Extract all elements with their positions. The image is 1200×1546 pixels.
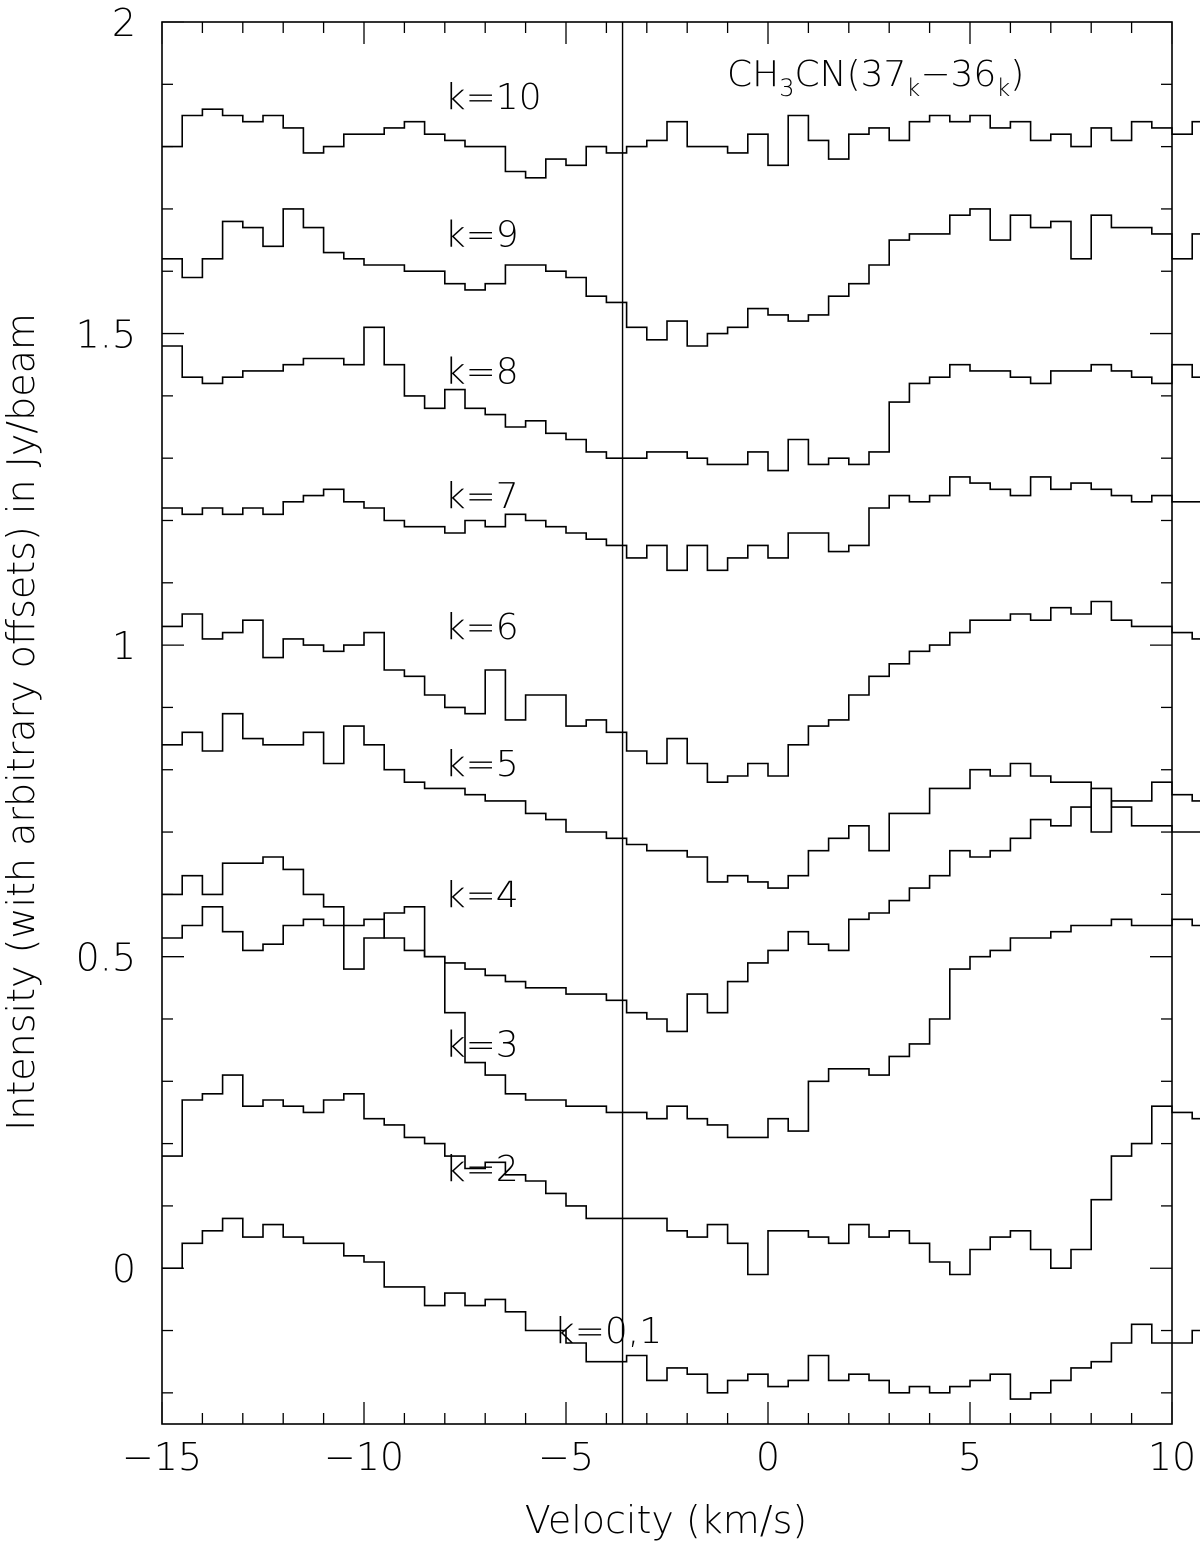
spectrum-label: k=7 <box>445 476 519 517</box>
spectra-series <box>162 108 1200 1400</box>
y-tick-label: 0.5 <box>76 936 136 980</box>
x-tick-label: −15 <box>122 1435 202 1479</box>
spectrum-label: k=4 <box>445 875 519 916</box>
plot-frame <box>161 21 1173 1425</box>
x-axis-label: Velocity (km/s) <box>525 1498 807 1542</box>
spectrum-k-6 <box>162 600 1200 783</box>
x-tick-label: 10 <box>1148 1435 1196 1479</box>
spectrum-label: k=3 <box>445 1024 519 1065</box>
spectrum-k-5 <box>162 712 1200 889</box>
x-tick-label: 0 <box>756 1435 780 1479</box>
x-tick-label: −5 <box>538 1435 594 1479</box>
spectrum-k-9 <box>162 208 1200 347</box>
spectrum-label: k=8 <box>445 351 519 392</box>
spectrum-k-0-1 <box>162 1217 1200 1400</box>
y-axis-label: Intensity (with arbitrary offsets) in Jy… <box>0 313 43 1131</box>
spectrum-k-3 <box>162 906 1200 1139</box>
spectrum-label: k=5 <box>445 744 519 785</box>
spectrum-label: k=0,1 <box>554 1311 662 1352</box>
spectrum-k-2 <box>162 1074 1200 1276</box>
y-tick-label: 0 <box>112 1247 136 1291</box>
spectrum-label: k=9 <box>445 214 519 255</box>
y-tick-label: 2 <box>112 1 136 45</box>
y-tick-label: 1.5 <box>76 313 136 357</box>
spectrum-k-4 <box>162 787 1200 1033</box>
axis-ticks: −15 −10 −5 0 5 10 0 0.5 1 1.5 2 <box>76 1 1197 1479</box>
y-tick-label: 1 <box>112 624 136 668</box>
x-tick-label: −10 <box>324 1435 404 1479</box>
chart-title: CH3CN(37k−36k) <box>727 54 1024 102</box>
spectrum-label: k=2 <box>445 1149 519 1190</box>
spectrum-k-8 <box>162 326 1200 472</box>
spectrum-label: k=10 <box>445 77 542 118</box>
x-tick-label: 5 <box>958 1435 982 1479</box>
spectrum-label: k=6 <box>445 607 519 648</box>
spectrum-k-7 <box>162 476 1200 572</box>
spectrum-k-10 <box>162 108 1200 179</box>
spectrum-labels: k=0,1 k=2 k=3 k=4 k=5 k=6 k=7 k=8 k=9 k=10 <box>445 77 662 1352</box>
